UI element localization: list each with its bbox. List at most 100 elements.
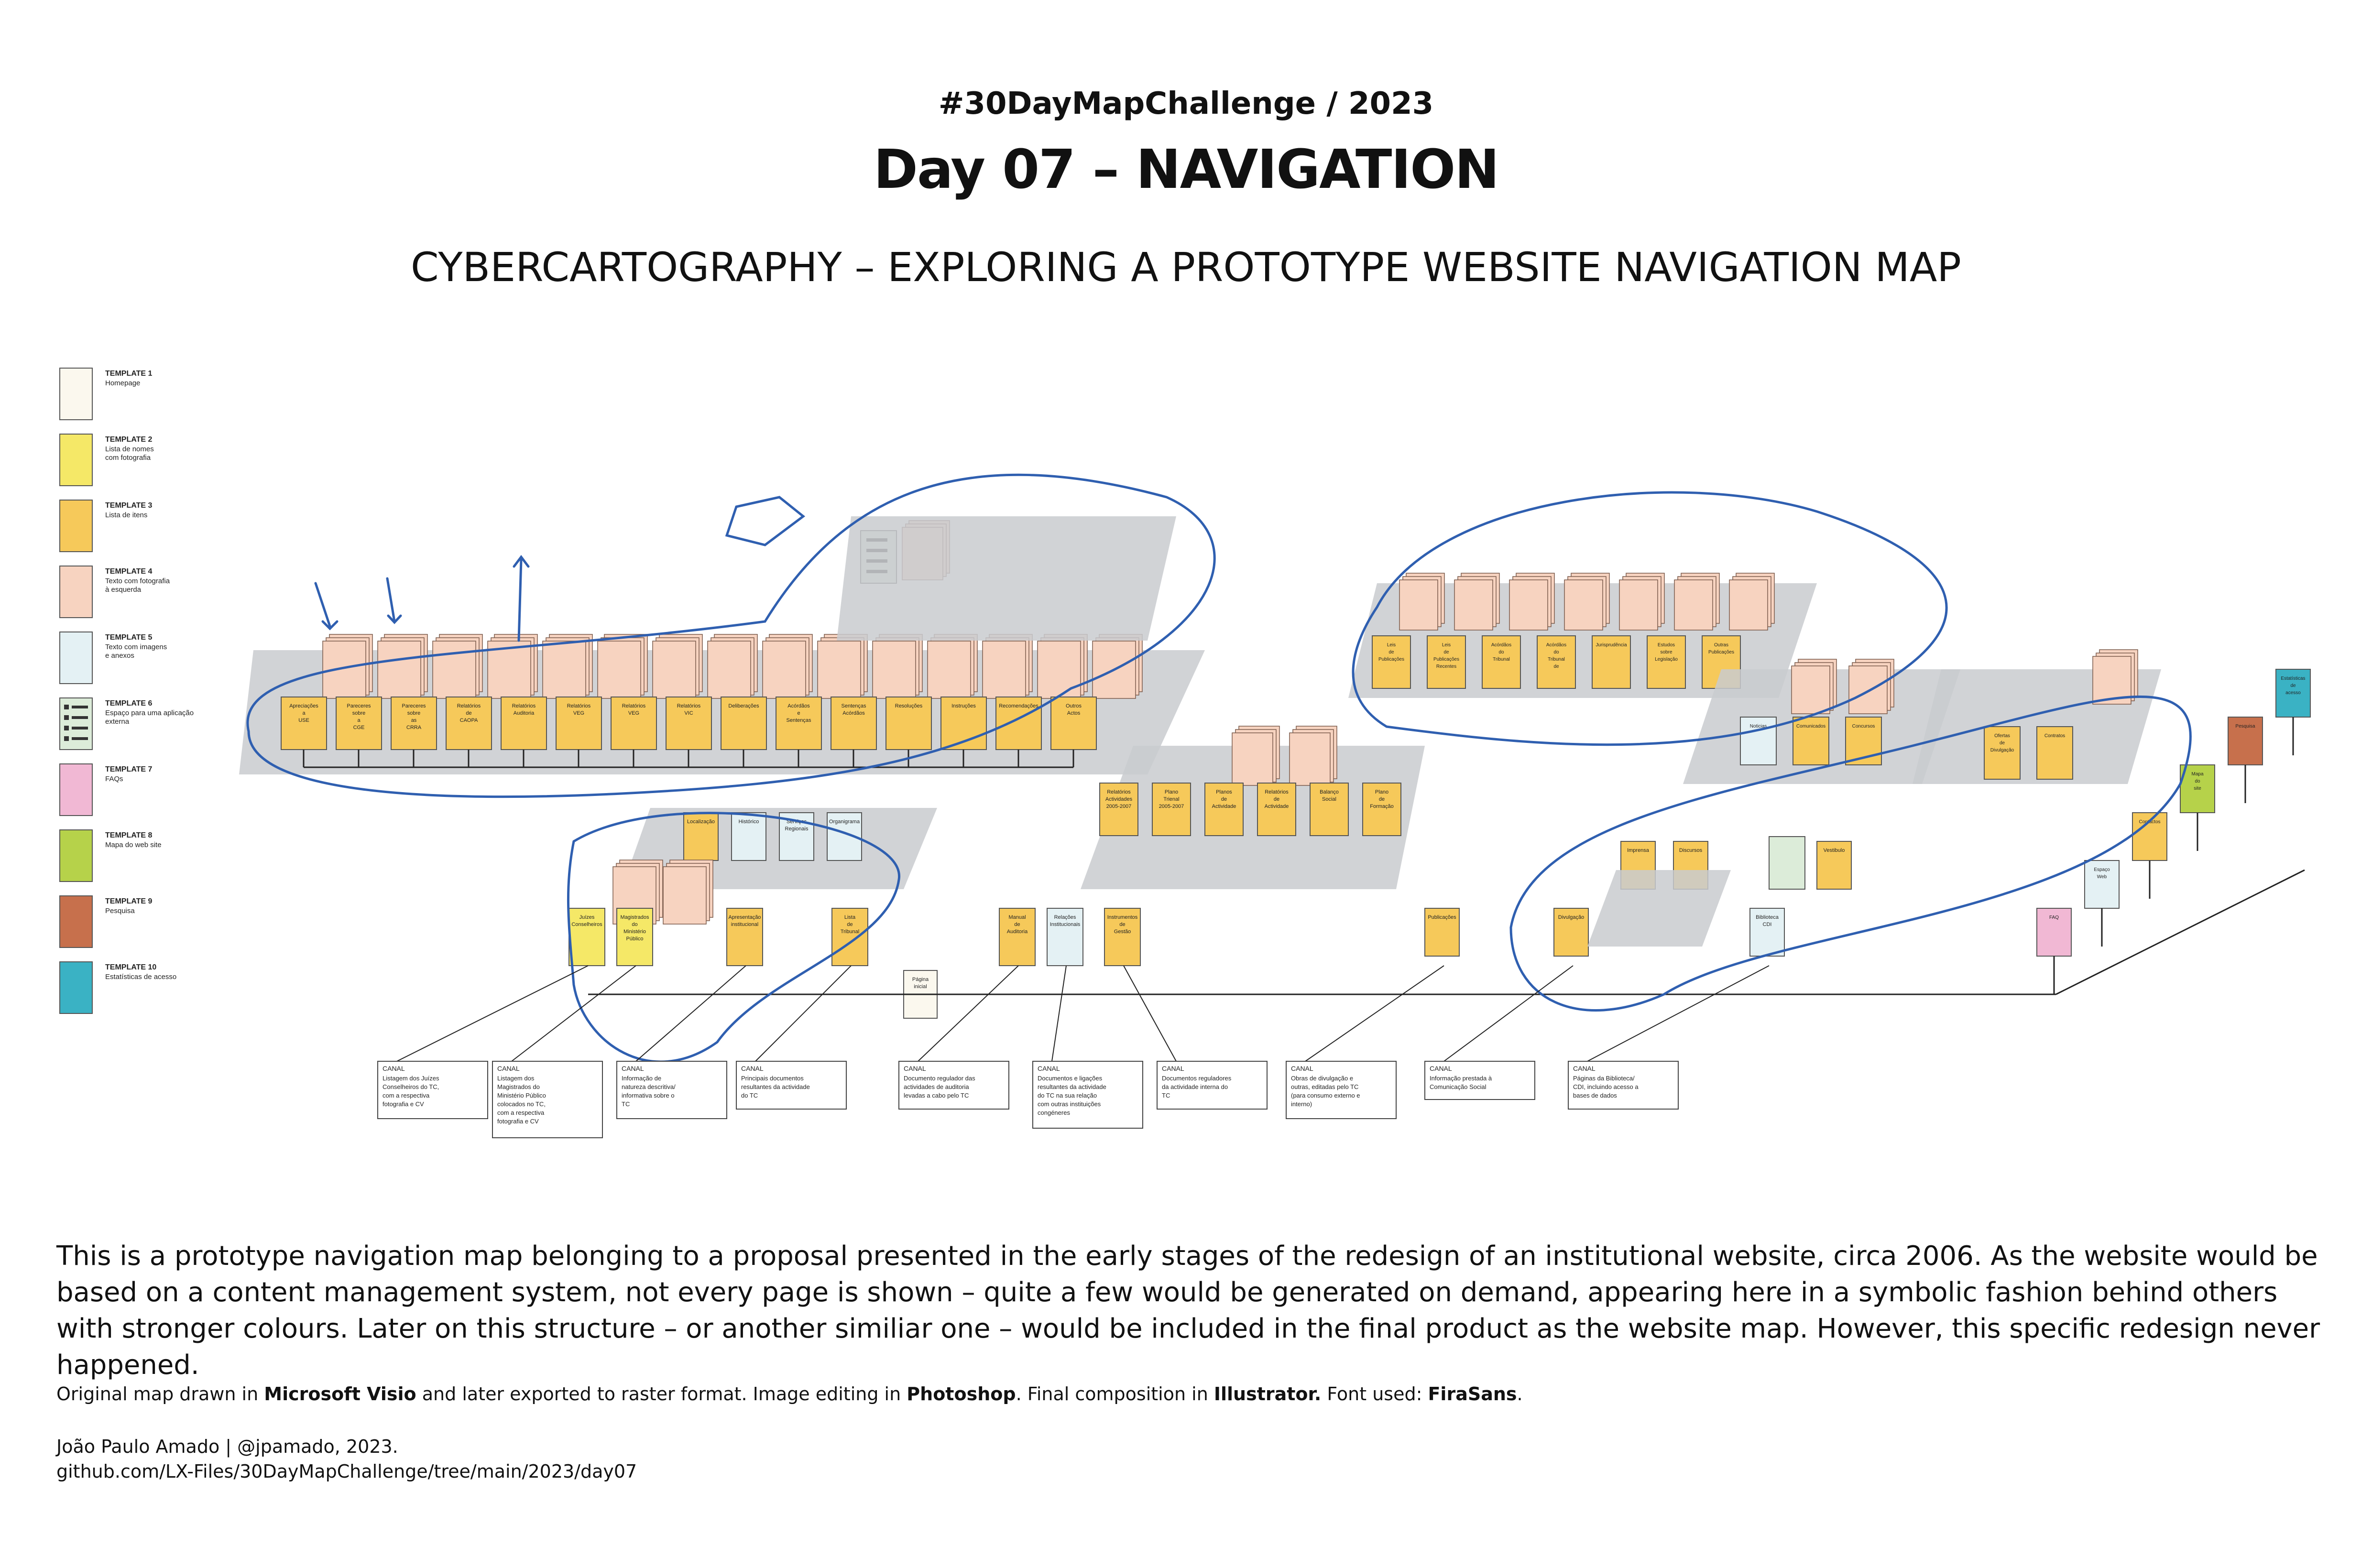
article-stack	[542, 641, 586, 699]
software-photoshop: Photoshop	[907, 1383, 1016, 1405]
canal-note-text: levadas a cabo pelo TC	[904, 1092, 969, 1099]
publications-page-node	[1424, 908, 1460, 957]
legend-name: TEMPLATE 9	[105, 897, 152, 905]
canal-note-text: (para consumo externo e	[1291, 1092, 1360, 1099]
app-icon	[72, 737, 88, 740]
library-page-node	[2036, 726, 2073, 780]
page-node-label: Deliberações	[728, 703, 759, 709]
page-node-label: Público	[626, 936, 643, 942]
publication-page-node	[1372, 635, 1411, 689]
note-leader	[1305, 965, 1444, 1062]
page-node-label: CRRA	[406, 725, 422, 730]
page-node-label: Acórdãos	[1491, 642, 1511, 648]
software-visio: Microsoft Visio	[264, 1383, 416, 1405]
page-node-label: Organigrama	[829, 819, 860, 825]
canal-note	[492, 1061, 603, 1138]
canal-note-text: Obras de divulgação e	[1291, 1075, 1353, 1082]
page-node-label: Pareceres	[347, 703, 371, 709]
page-node-label: institucional	[731, 922, 758, 927]
canal-note-text: com outras instituições	[1038, 1100, 1101, 1108]
canal-note-text: Páginas da Biblioteca/	[1573, 1075, 1635, 1082]
page-node-label: Outros	[1066, 703, 1082, 709]
page-node-label: Relatórios	[1265, 789, 1289, 795]
page-node-label: de	[1379, 796, 1385, 802]
canal-note-text: Documento regulador das	[904, 1075, 975, 1082]
page-node-label: USE	[298, 718, 309, 723]
note-leader	[1443, 965, 1574, 1062]
list-page-node	[666, 697, 712, 750]
layer-plane-press	[1587, 870, 1731, 947]
ink-loop-publications	[246, 473, 1216, 798]
author-line: João Paulo Amado | @jpamado, 2023.	[56, 1436, 398, 1457]
canal-note-text: colocados no TC,	[497, 1100, 546, 1108]
page-node-label: de	[1443, 650, 1449, 655]
page-node-label: Institucionais	[1050, 922, 1081, 927]
canal-note-head: CANAL	[1573, 1065, 1596, 1072]
page-node-label: Apresentação	[729, 915, 761, 920]
repo-link[interactable]: github.com/LX-Files/30DayMapChallenge/tr…	[56, 1461, 637, 1482]
activity-page-node	[1099, 783, 1138, 836]
page-node-label: Sentenças	[787, 718, 811, 723]
list-page-node	[556, 697, 602, 750]
utility-page-node	[2084, 860, 2120, 909]
section-page-node	[568, 908, 605, 966]
page-node-label: do	[1498, 650, 1504, 655]
canal-note	[1424, 1061, 1535, 1100]
canal-note-head: CANAL	[383, 1065, 405, 1072]
page-node-label: Biblioteca	[1756, 915, 1779, 920]
page-node-label: Apreciações	[289, 703, 318, 709]
page-node-label: Relações	[1054, 915, 1076, 920]
page-node-label: Social	[1322, 796, 1336, 802]
page-node-label: Auditoria	[1007, 929, 1028, 935]
canal-note-head: CANAL	[622, 1065, 644, 1072]
canal-note-text: TC	[622, 1100, 630, 1108]
author-block: João Paulo Amado | @jpamado, 2023. githu…	[56, 1434, 637, 1484]
article-stack	[762, 641, 806, 699]
hand-drawn-annotations	[246, 473, 2192, 1063]
list-page-node	[446, 697, 492, 750]
legend-description: Texto com fotografia	[105, 577, 170, 585]
legend-name: TEMPLATE 10	[105, 963, 156, 971]
article-stack	[927, 641, 971, 699]
page-node-label: sobre	[352, 710, 366, 716]
page-node-label: as	[411, 718, 417, 723]
page-node-label: Tribunal	[1493, 657, 1510, 662]
app-icon	[64, 726, 69, 730]
legend-swatch	[59, 566, 93, 618]
list-page-node	[336, 697, 382, 750]
challenge-heading: #30DayMapChallenge / 2023	[938, 86, 1434, 121]
list-page-node	[885, 697, 932, 750]
legend-swatch	[59, 763, 93, 816]
page-node-label: Instrumentos	[1107, 915, 1138, 920]
section-page-node	[999, 908, 1036, 966]
page-node-label: de	[1221, 796, 1227, 802]
activity-page-node	[1310, 783, 1349, 836]
legend-name: TEMPLATE 7	[105, 765, 152, 773]
page-node-label: 2005-2007	[1106, 804, 1132, 809]
utility-page-node	[2228, 717, 2263, 765]
legend-description: Mapa do web site	[105, 841, 162, 849]
note-leader	[918, 965, 1019, 1062]
note-leader	[396, 965, 589, 1062]
article-stack	[872, 641, 916, 699]
page-node-label: do	[1553, 650, 1559, 655]
list-page-node	[281, 697, 327, 750]
divulgation-page-node	[1553, 908, 1589, 957]
app-icon	[64, 736, 69, 741]
page-node-label: VEG	[628, 710, 639, 716]
section-page-node	[1047, 908, 1083, 966]
page-node-label: Relatórios	[1107, 789, 1131, 795]
page-node-label: do	[632, 922, 637, 927]
utility-page-node	[2036, 908, 2072, 957]
page-title: Day 07 – NAVIGATION	[873, 139, 1499, 201]
legend-description: à esquerda	[105, 586, 142, 594]
legend-description: Homepage	[105, 379, 140, 387]
canal-note-text: CDI, incluindo acesso a	[1573, 1083, 1639, 1090]
canal-note-text: com a respectiva	[383, 1092, 430, 1099]
section-page-node	[616, 908, 653, 966]
page-node-label: inicial	[914, 984, 927, 990]
canal-note-text: bases de dados	[1573, 1092, 1617, 1099]
page-node-label: de	[1553, 664, 1559, 669]
